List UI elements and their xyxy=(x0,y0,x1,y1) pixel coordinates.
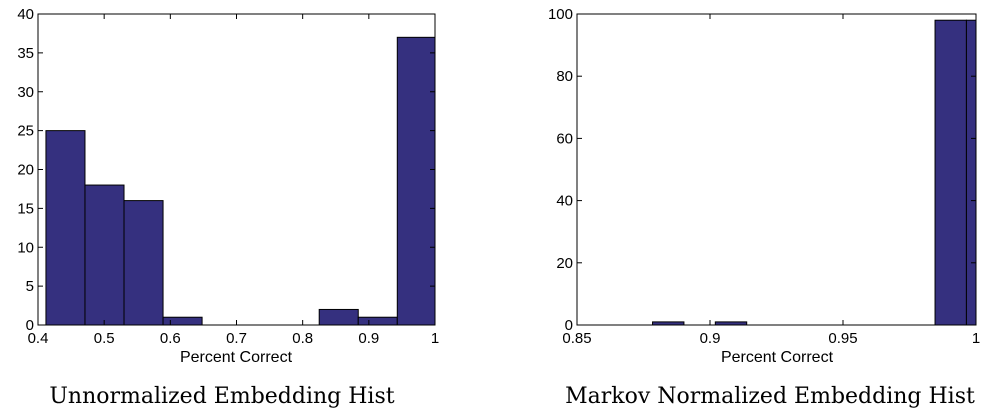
x-tick-label: 0.95 xyxy=(828,330,857,347)
y-tick-label: 10 xyxy=(17,239,34,256)
y-tick-label: 20 xyxy=(556,255,573,272)
histogram-bar xyxy=(123,200,164,326)
x-tick-label: 0.4 xyxy=(28,330,49,347)
histogram-bar xyxy=(357,316,398,326)
y-tick-label: 15 xyxy=(17,200,34,217)
y-tick-label: 40 xyxy=(556,193,573,210)
y-ticks: 0 5 10 15 20 25 30 35 40 xyxy=(17,6,435,334)
x-axis-label: Percent Correct xyxy=(721,349,834,366)
x-ticks: 0.85 0.9 0.95 1 xyxy=(562,14,980,347)
y-tick-label: 30 xyxy=(17,84,34,101)
histogram-bars xyxy=(45,36,436,326)
y-tick-label: 20 xyxy=(17,162,34,179)
x-tick-label: 0.9 xyxy=(358,330,379,347)
y-tick-label: 35 xyxy=(17,45,34,62)
x-tick-label: 0.7 xyxy=(226,330,247,347)
histogram-bar xyxy=(965,19,977,326)
chart-caption: Markov Normalized Embedding Hist xyxy=(565,384,975,409)
y-tick-label: 40 xyxy=(17,6,34,23)
x-tick-label: 0.6 xyxy=(160,330,181,347)
y-tick-label: 0 xyxy=(565,317,573,334)
histogram-bar xyxy=(934,19,967,326)
chart-caption: Unnormalized Embedding Hist xyxy=(49,384,394,409)
histogram-bar xyxy=(45,130,86,326)
y-tick-label: 80 xyxy=(556,68,573,85)
x-axis-label: Percent Correct xyxy=(180,349,293,366)
x-tick-label: 0.85 xyxy=(562,330,591,347)
x-tick-label: 1 xyxy=(972,330,980,347)
y-ticks: 0 20 40 60 80 100 xyxy=(548,6,976,334)
x-ticks: 0.4 0.5 0.6 0.7 0.8 0.9 1 xyxy=(28,14,439,347)
chart-unnormalized: 0 5 10 15 20 25 30 35 40 0.4 0.5 0.6 0.7 0.8 0.9 1 Per… xyxy=(17,6,439,409)
x-tick-label: 0.5 xyxy=(94,330,115,347)
y-tick-label: 100 xyxy=(548,6,573,23)
x-tick-label: 1 xyxy=(431,330,439,347)
histogram-bar xyxy=(84,184,125,326)
histogram-bar xyxy=(396,36,436,326)
plot-frame xyxy=(576,13,977,326)
y-tick-label: 5 xyxy=(26,278,34,295)
x-tick-label: 0.9 xyxy=(700,330,721,347)
x-tick-label: 0.8 xyxy=(292,330,313,347)
histogram-bar xyxy=(162,316,203,326)
y-tick-label: 0 xyxy=(26,317,34,334)
y-tick-label: 25 xyxy=(17,123,34,140)
chart-markov-normalized: 0 20 40 60 80 100 0.85 0.9 0.95 1 Percent Correc… xyxy=(548,6,980,409)
y-tick-label: 60 xyxy=(556,130,573,147)
histogram-bar xyxy=(318,308,359,326)
histogram-bars xyxy=(652,19,977,326)
